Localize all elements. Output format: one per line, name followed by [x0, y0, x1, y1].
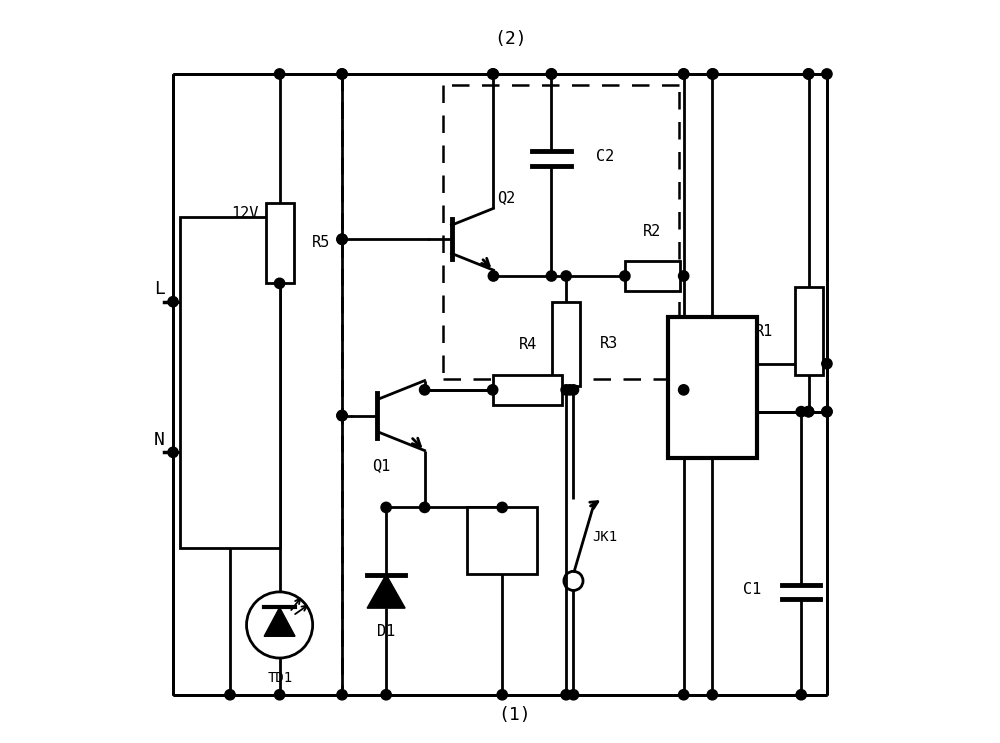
Bar — [180, 217, 280, 548]
Polygon shape — [264, 608, 295, 636]
Circle shape — [546, 271, 557, 281]
Polygon shape — [367, 574, 405, 608]
Circle shape — [497, 690, 507, 700]
Text: R1: R1 — [755, 324, 774, 339]
Text: 12V: 12V — [231, 206, 259, 221]
Circle shape — [381, 502, 391, 513]
Bar — [625, 262, 680, 291]
Circle shape — [168, 447, 178, 458]
Circle shape — [620, 271, 630, 281]
Circle shape — [488, 69, 498, 79]
Circle shape — [679, 271, 689, 281]
Circle shape — [168, 296, 178, 307]
Text: R3: R3 — [600, 337, 618, 351]
Circle shape — [822, 406, 832, 417]
Text: (1): (1) — [498, 706, 531, 724]
Bar — [493, 375, 562, 404]
Circle shape — [707, 690, 717, 700]
Circle shape — [679, 385, 689, 395]
Text: JK1: JK1 — [592, 530, 617, 544]
Circle shape — [568, 385, 579, 395]
Bar — [795, 287, 823, 375]
Circle shape — [561, 690, 571, 700]
Circle shape — [568, 690, 579, 700]
Circle shape — [796, 406, 806, 417]
Text: Q1: Q1 — [372, 458, 390, 473]
Bar — [668, 317, 757, 458]
Circle shape — [274, 690, 285, 700]
Circle shape — [796, 690, 806, 700]
Circle shape — [679, 690, 689, 700]
Text: R2: R2 — [643, 224, 662, 239]
Circle shape — [679, 69, 689, 79]
Text: D1: D1 — [377, 624, 395, 639]
Text: C2: C2 — [596, 149, 614, 164]
Circle shape — [337, 410, 347, 421]
Circle shape — [337, 234, 347, 244]
Circle shape — [274, 69, 285, 79]
Circle shape — [822, 69, 832, 79]
Circle shape — [337, 69, 347, 79]
Text: N: N — [154, 431, 165, 449]
Circle shape — [225, 690, 235, 700]
Circle shape — [803, 69, 814, 79]
Circle shape — [488, 271, 499, 281]
Text: (2): (2) — [495, 30, 527, 48]
Circle shape — [488, 69, 499, 79]
Circle shape — [561, 385, 571, 395]
Circle shape — [565, 385, 575, 395]
Circle shape — [337, 69, 347, 79]
Text: R5: R5 — [312, 236, 331, 250]
Circle shape — [803, 406, 814, 417]
Bar — [467, 507, 537, 574]
Circle shape — [707, 69, 717, 79]
Circle shape — [497, 502, 507, 513]
Circle shape — [337, 234, 347, 244]
Text: (3): (3) — [210, 329, 243, 348]
Circle shape — [419, 385, 430, 395]
Circle shape — [381, 690, 391, 700]
Circle shape — [561, 271, 571, 281]
Text: Q2: Q2 — [497, 189, 515, 205]
Circle shape — [337, 690, 347, 700]
Circle shape — [419, 502, 430, 513]
Text: J1: J1 — [492, 531, 512, 550]
Text: C1: C1 — [743, 583, 761, 597]
Circle shape — [546, 69, 557, 79]
Circle shape — [822, 359, 832, 369]
Text: R4: R4 — [518, 337, 537, 351]
Circle shape — [679, 69, 689, 79]
Bar — [266, 203, 294, 283]
Circle shape — [488, 385, 498, 395]
Circle shape — [546, 69, 557, 79]
Text: IC1: IC1 — [695, 378, 730, 398]
Circle shape — [274, 278, 285, 288]
Circle shape — [337, 410, 347, 421]
Bar — [552, 302, 580, 386]
Circle shape — [803, 406, 814, 417]
Text: TD1: TD1 — [268, 671, 293, 685]
Circle shape — [708, 69, 718, 79]
Circle shape — [822, 406, 832, 417]
Circle shape — [803, 69, 814, 79]
Text: L: L — [154, 280, 165, 298]
